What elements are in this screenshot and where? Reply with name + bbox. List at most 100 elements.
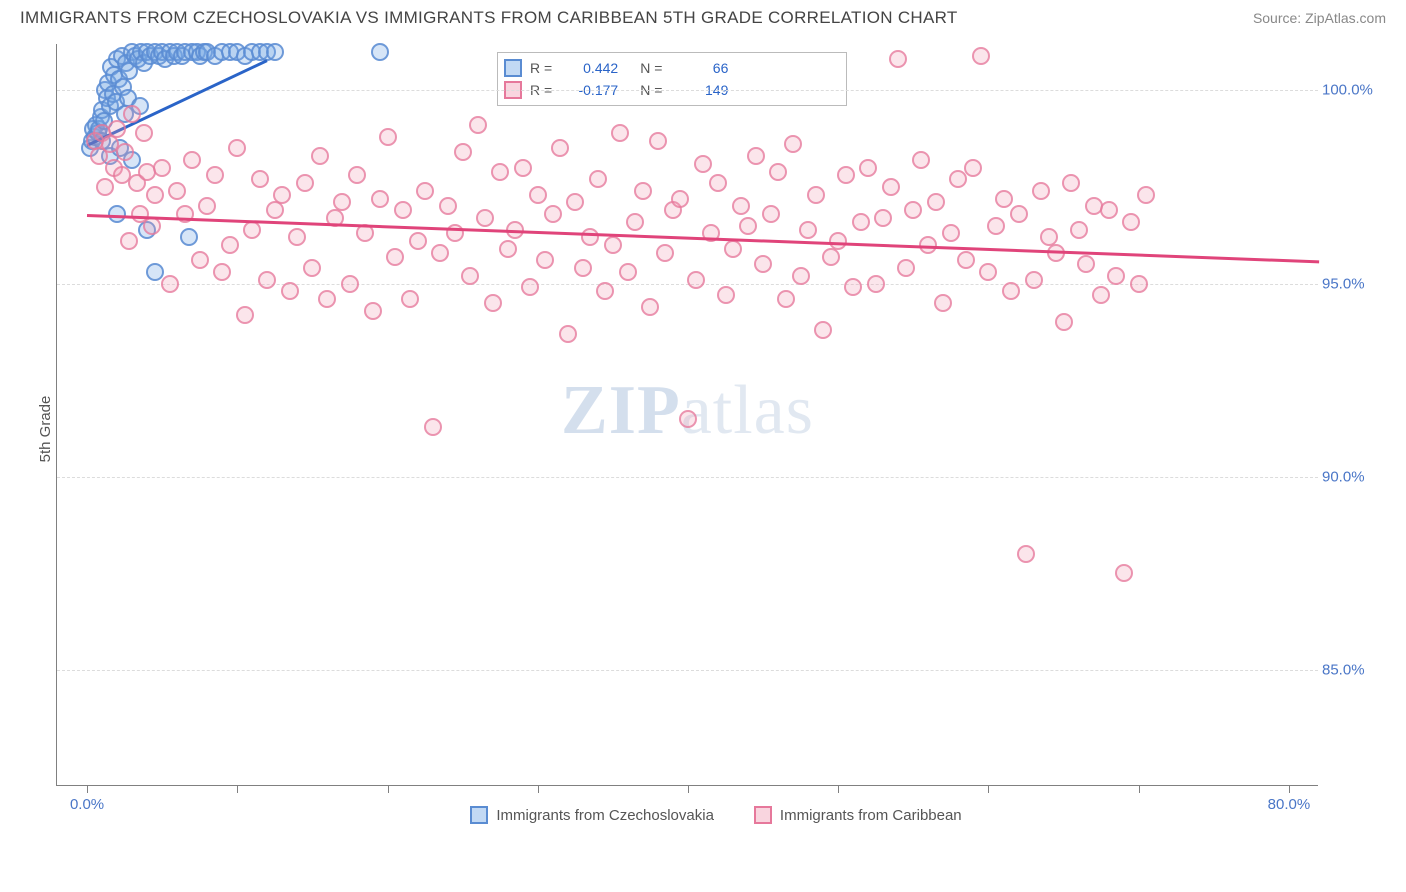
- x-tick: [1289, 785, 1290, 793]
- scatter-point-s2: [807, 186, 825, 204]
- scatter-point-s2: [213, 263, 231, 281]
- scatter-point-s2: [934, 294, 952, 312]
- scatter-point-s2: [364, 302, 382, 320]
- scatter-point-s2: [619, 263, 637, 281]
- x-tick: [1139, 785, 1140, 793]
- scatter-point-s2: [634, 182, 652, 200]
- scatter-point-s1: [266, 43, 284, 61]
- scatter-point-s2: [1107, 267, 1125, 285]
- y-tick-label: 95.0%: [1322, 275, 1382, 292]
- scatter-point-s2: [551, 139, 569, 157]
- scatter-point-s2: [1137, 186, 1155, 204]
- scatter-point-s2: [1032, 182, 1050, 200]
- scatter-point-s2: [596, 282, 614, 300]
- x-tick: [538, 785, 539, 793]
- scatter-point-s2: [649, 132, 667, 150]
- chart-container: 5th Grade ZIPatlas R = 0.442 N = 66 R = …: [46, 34, 1386, 824]
- scatter-point-s2: [251, 170, 269, 188]
- scatter-point-s2: [814, 321, 832, 339]
- scatter-point-s2: [476, 209, 494, 227]
- scatter-point-s2: [461, 267, 479, 285]
- scatter-point-s2: [1070, 221, 1088, 239]
- stat-r-val-s1: 0.442: [560, 60, 618, 76]
- legend-item-s2: Immigrants from Caribbean: [754, 806, 962, 824]
- legend-label-s2: Immigrants from Caribbean: [780, 807, 962, 824]
- scatter-point-s2: [972, 47, 990, 65]
- scatter-point-s2: [394, 201, 412, 219]
- scatter-point-s2: [604, 236, 622, 254]
- scatter-point-s2: [897, 259, 915, 277]
- scatter-point-s2: [529, 186, 547, 204]
- scatter-point-s2: [401, 290, 419, 308]
- stat-n-label-s1: N =: [640, 60, 662, 76]
- gridline-h: [57, 90, 1318, 91]
- scatter-point-s2: [724, 240, 742, 258]
- scatter-point-s2: [439, 197, 457, 215]
- y-tick-label: 90.0%: [1322, 468, 1382, 485]
- scatter-point-s2: [236, 306, 254, 324]
- scatter-point-s2: [799, 221, 817, 239]
- stats-box: R = 0.442 N = 66 R = -0.177 N = 149: [497, 52, 847, 106]
- scatter-point-s2: [153, 159, 171, 177]
- scatter-point-s2: [409, 232, 427, 250]
- scatter-point-s2: [228, 139, 246, 157]
- scatter-point-s2: [747, 147, 765, 165]
- scatter-point-s2: [859, 159, 877, 177]
- scatter-point-s2: [671, 190, 689, 208]
- scatter-point-s2: [341, 275, 359, 293]
- scatter-point-s2: [732, 197, 750, 215]
- scatter-point-s2: [626, 213, 644, 231]
- scatter-point-s2: [1115, 564, 1133, 582]
- scatter-point-s2: [303, 259, 321, 277]
- x-tick: [237, 785, 238, 793]
- legend-swatch-s1: [470, 806, 488, 824]
- scatter-point-s2: [687, 271, 705, 289]
- scatter-point-s2: [221, 236, 239, 254]
- watermark-tail: atlas: [681, 372, 814, 449]
- scatter-point-s2: [589, 170, 607, 188]
- x-tick: [688, 785, 689, 793]
- scatter-point-s2: [611, 124, 629, 142]
- scatter-point-s2: [987, 217, 1005, 235]
- scatter-point-s2: [258, 271, 276, 289]
- scatter-point-s2: [1092, 286, 1110, 304]
- scatter-point-s2: [1130, 275, 1148, 293]
- scatter-point-s2: [116, 143, 134, 161]
- scatter-point-s2: [1122, 213, 1140, 231]
- chart-title: IMMIGRANTS FROM CZECHOSLOVAKIA VS IMMIGR…: [20, 8, 958, 28]
- scatter-point-s2: [717, 286, 735, 304]
- scatter-point-s2: [1017, 545, 1035, 563]
- scatter-point-s2: [386, 248, 404, 266]
- scatter-point-s2: [146, 186, 164, 204]
- scatter-point-s2: [191, 251, 209, 269]
- y-tick-label: 85.0%: [1322, 662, 1382, 679]
- x-tick: [988, 785, 989, 793]
- scatter-point-s2: [273, 186, 291, 204]
- stat-r-label-s1: R =: [530, 60, 552, 76]
- scatter-point-s2: [1025, 271, 1043, 289]
- scatter-point-s2: [709, 174, 727, 192]
- scatter-point-s2: [416, 182, 434, 200]
- scatter-point-s2: [957, 251, 975, 269]
- scatter-point-s2: [1077, 255, 1095, 273]
- scatter-point-s2: [514, 159, 532, 177]
- scatter-point-s2: [769, 163, 787, 181]
- scatter-point-s2: [469, 116, 487, 134]
- scatter-point-s2: [641, 298, 659, 316]
- scatter-point-s2: [889, 50, 907, 68]
- y-tick-label: 100.0%: [1322, 82, 1382, 99]
- scatter-point-s2: [964, 159, 982, 177]
- scatter-point-s2: [333, 193, 351, 211]
- scatter-point-s2: [431, 244, 449, 262]
- scatter-point-s2: [206, 166, 224, 184]
- scatter-point-s2: [754, 255, 772, 273]
- scatter-point-s2: [123, 105, 141, 123]
- stat-n-val-s1: 66: [670, 60, 728, 76]
- scatter-point-s2: [949, 170, 967, 188]
- scatter-point-s2: [979, 263, 997, 281]
- gridline-h: [57, 477, 1318, 478]
- scatter-point-s2: [679, 410, 697, 428]
- scatter-point-s2: [784, 135, 802, 153]
- scatter-point-s2: [882, 178, 900, 196]
- scatter-point-s2: [96, 178, 114, 196]
